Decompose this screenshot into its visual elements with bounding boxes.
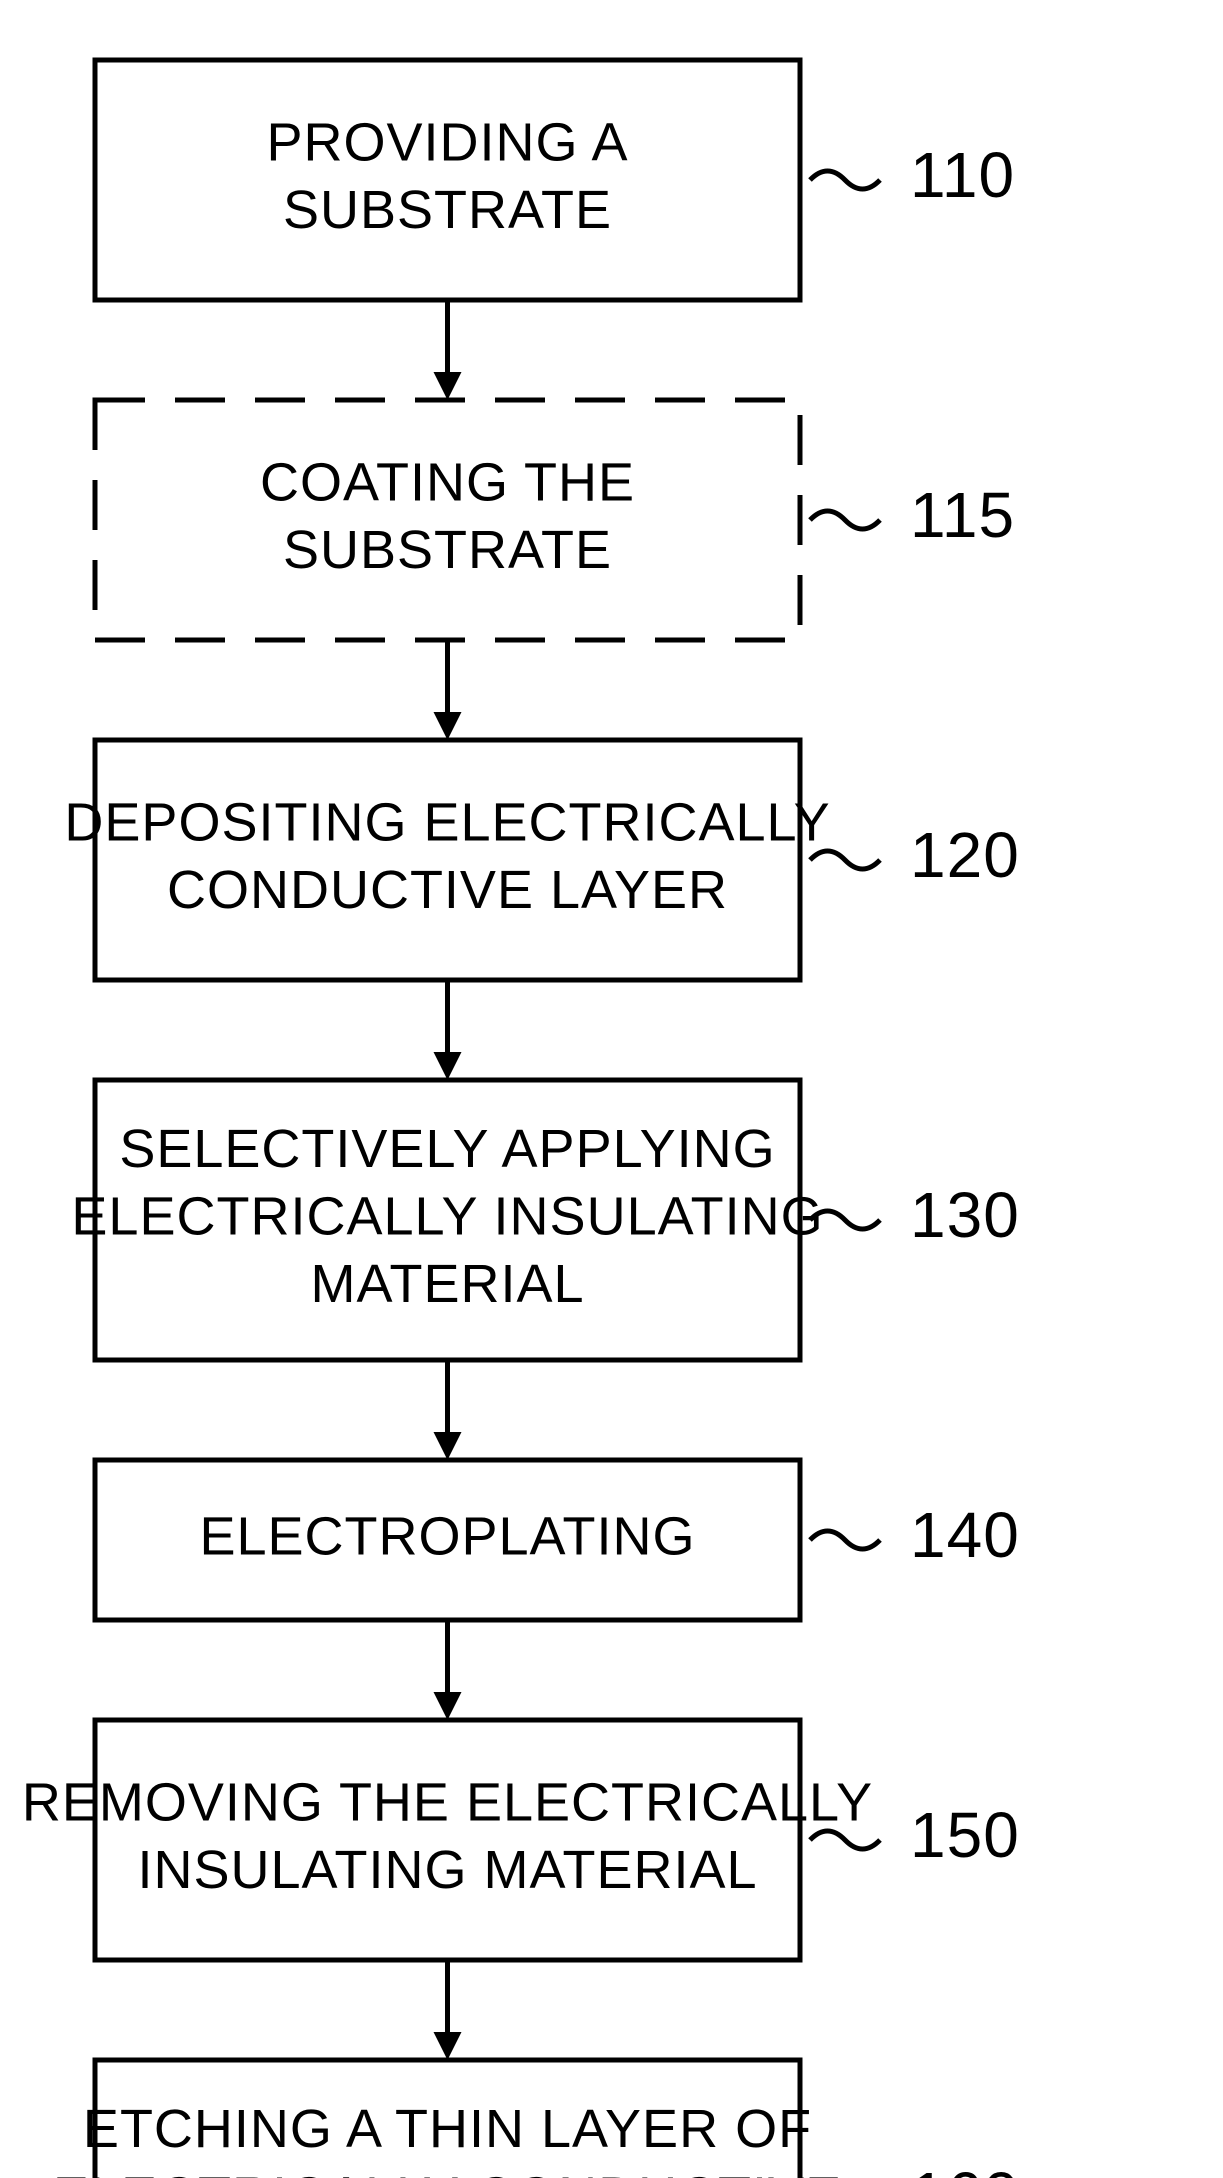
flow-arrow-head — [434, 372, 462, 400]
labels-layer: 110 115 120 130 140 150 160 — [810, 139, 1020, 2178]
flow-step-text: DEPOSITING ELECTRICALLYCONDUCTIVE LAYER — [64, 793, 830, 921]
callout-tilde — [810, 851, 880, 869]
step-number-label: 150 — [910, 1799, 1020, 1871]
step-number-label: 120 — [910, 819, 1020, 891]
flow-step-text: REMOVING THE ELECTRICALLYINSULATING MATE… — [22, 1773, 873, 1901]
flow-arrow-head — [434, 1052, 462, 1080]
callout-tilde — [810, 1831, 880, 1849]
flow-step-text: SELECTIVELY APPLYINGELECTRICALLY INSULAT… — [71, 1119, 823, 1314]
step-number-label: 130 — [910, 1179, 1020, 1251]
flow-step-text: COATING THESUBSTRATE — [260, 453, 635, 581]
flow-step-text: ETCHING A THIN LAYER OFELECTRICALLY COND… — [53, 2099, 842, 2178]
flow-arrow-head — [434, 712, 462, 740]
step-number-label: 140 — [910, 1499, 1020, 1571]
flow-arrow-head — [434, 2032, 462, 2060]
step-number-label: 115 — [910, 479, 1015, 551]
flowchart-canvas: PROVIDING ASUBSTRATE COATING THESUBSTRATE… — [0, 0, 1223, 2178]
flow-step-text: PROVIDING ASUBSTRATE — [266, 113, 628, 241]
flow-arrow-head — [434, 1692, 462, 1720]
flow-arrow-head — [434, 1432, 462, 1460]
callout-tilde — [810, 1531, 880, 1549]
step-number-label: 160 — [910, 2159, 1020, 2178]
step-number-label: 110 — [910, 139, 1015, 211]
callout-tilde — [810, 511, 880, 529]
flow-step-text: ELECTROPLATING — [199, 1506, 695, 1566]
callout-tilde — [810, 171, 880, 189]
